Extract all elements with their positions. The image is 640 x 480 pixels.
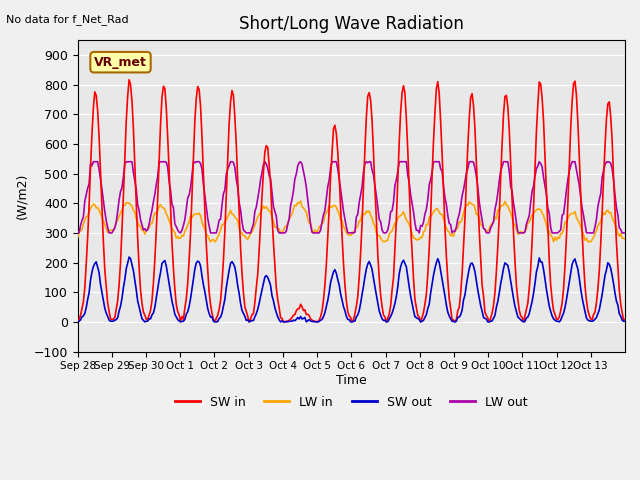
Y-axis label: (W/m2): (W/m2) bbox=[15, 173, 28, 219]
Title: Short/Long Wave Radiation: Short/Long Wave Radiation bbox=[239, 15, 464, 33]
Text: VR_met: VR_met bbox=[94, 56, 147, 69]
X-axis label: Time: Time bbox=[336, 374, 367, 387]
Legend: SW in, LW in, SW out, LW out: SW in, LW in, SW out, LW out bbox=[170, 391, 533, 414]
Text: No data for f_Net_Rad: No data for f_Net_Rad bbox=[6, 14, 129, 25]
